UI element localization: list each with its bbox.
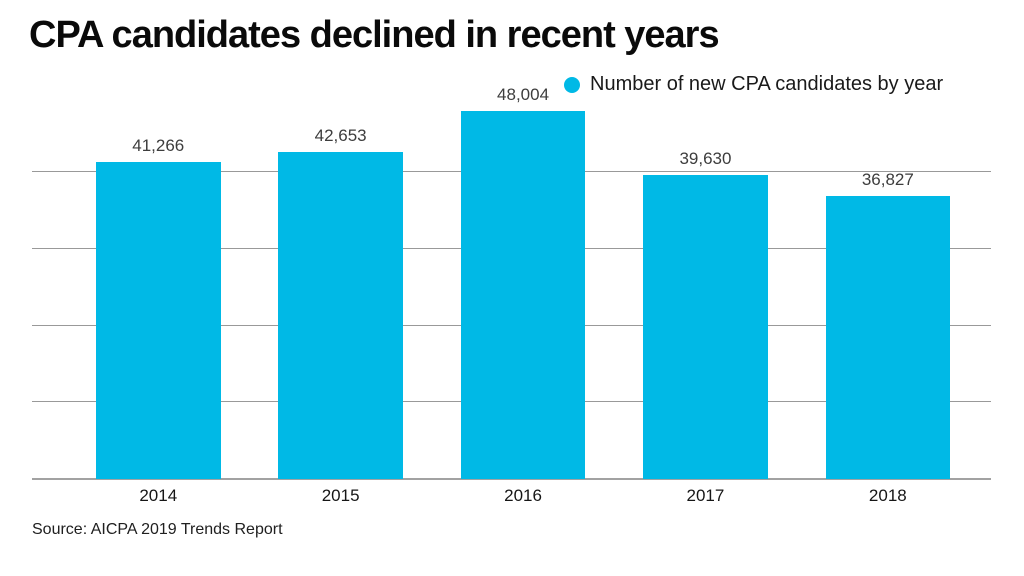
bar-2016 bbox=[460, 110, 586, 479]
bar-2017 bbox=[643, 174, 768, 479]
bar-2018 bbox=[825, 196, 951, 479]
x-axis-label-2017: 2017 bbox=[686, 486, 725, 505]
plot-area: 41,266 2014 42,653 2015 48,004 2016 39,630 2017… bbox=[32, 85, 991, 505]
bar-value-label-2014: 41,266 bbox=[132, 136, 185, 156]
bar-2014 bbox=[96, 162, 221, 479]
x-axis-label-2014: 2014 bbox=[139, 486, 178, 505]
x-axis-line bbox=[32, 478, 991, 480]
bar-value-label-2018: 36,827 bbox=[861, 170, 914, 190]
source-note: Source: AICPA 2019 Trends Report bbox=[32, 521, 283, 538]
chart-title: CPA candidates declined in recent years bbox=[29, 14, 720, 56]
chart-legend: Number of new CPA candidates by year bbox=[564, 73, 943, 96]
x-axis-label-2015: 2015 bbox=[321, 486, 360, 505]
legend-dot-icon bbox=[564, 76, 580, 93]
legend-label: Number of new CPA candidates by year bbox=[590, 73, 944, 95]
x-axis-label-2018: 2018 bbox=[868, 486, 907, 505]
bar-value-label-2016: 48,004 bbox=[497, 84, 550, 104]
bar-2015 bbox=[278, 151, 403, 479]
bar-value-label-2017: 39,630 bbox=[679, 148, 732, 168]
x-axis-label-2016: 2016 bbox=[504, 486, 542, 505]
bar-value-label-2015: 42,653 bbox=[314, 125, 367, 145]
